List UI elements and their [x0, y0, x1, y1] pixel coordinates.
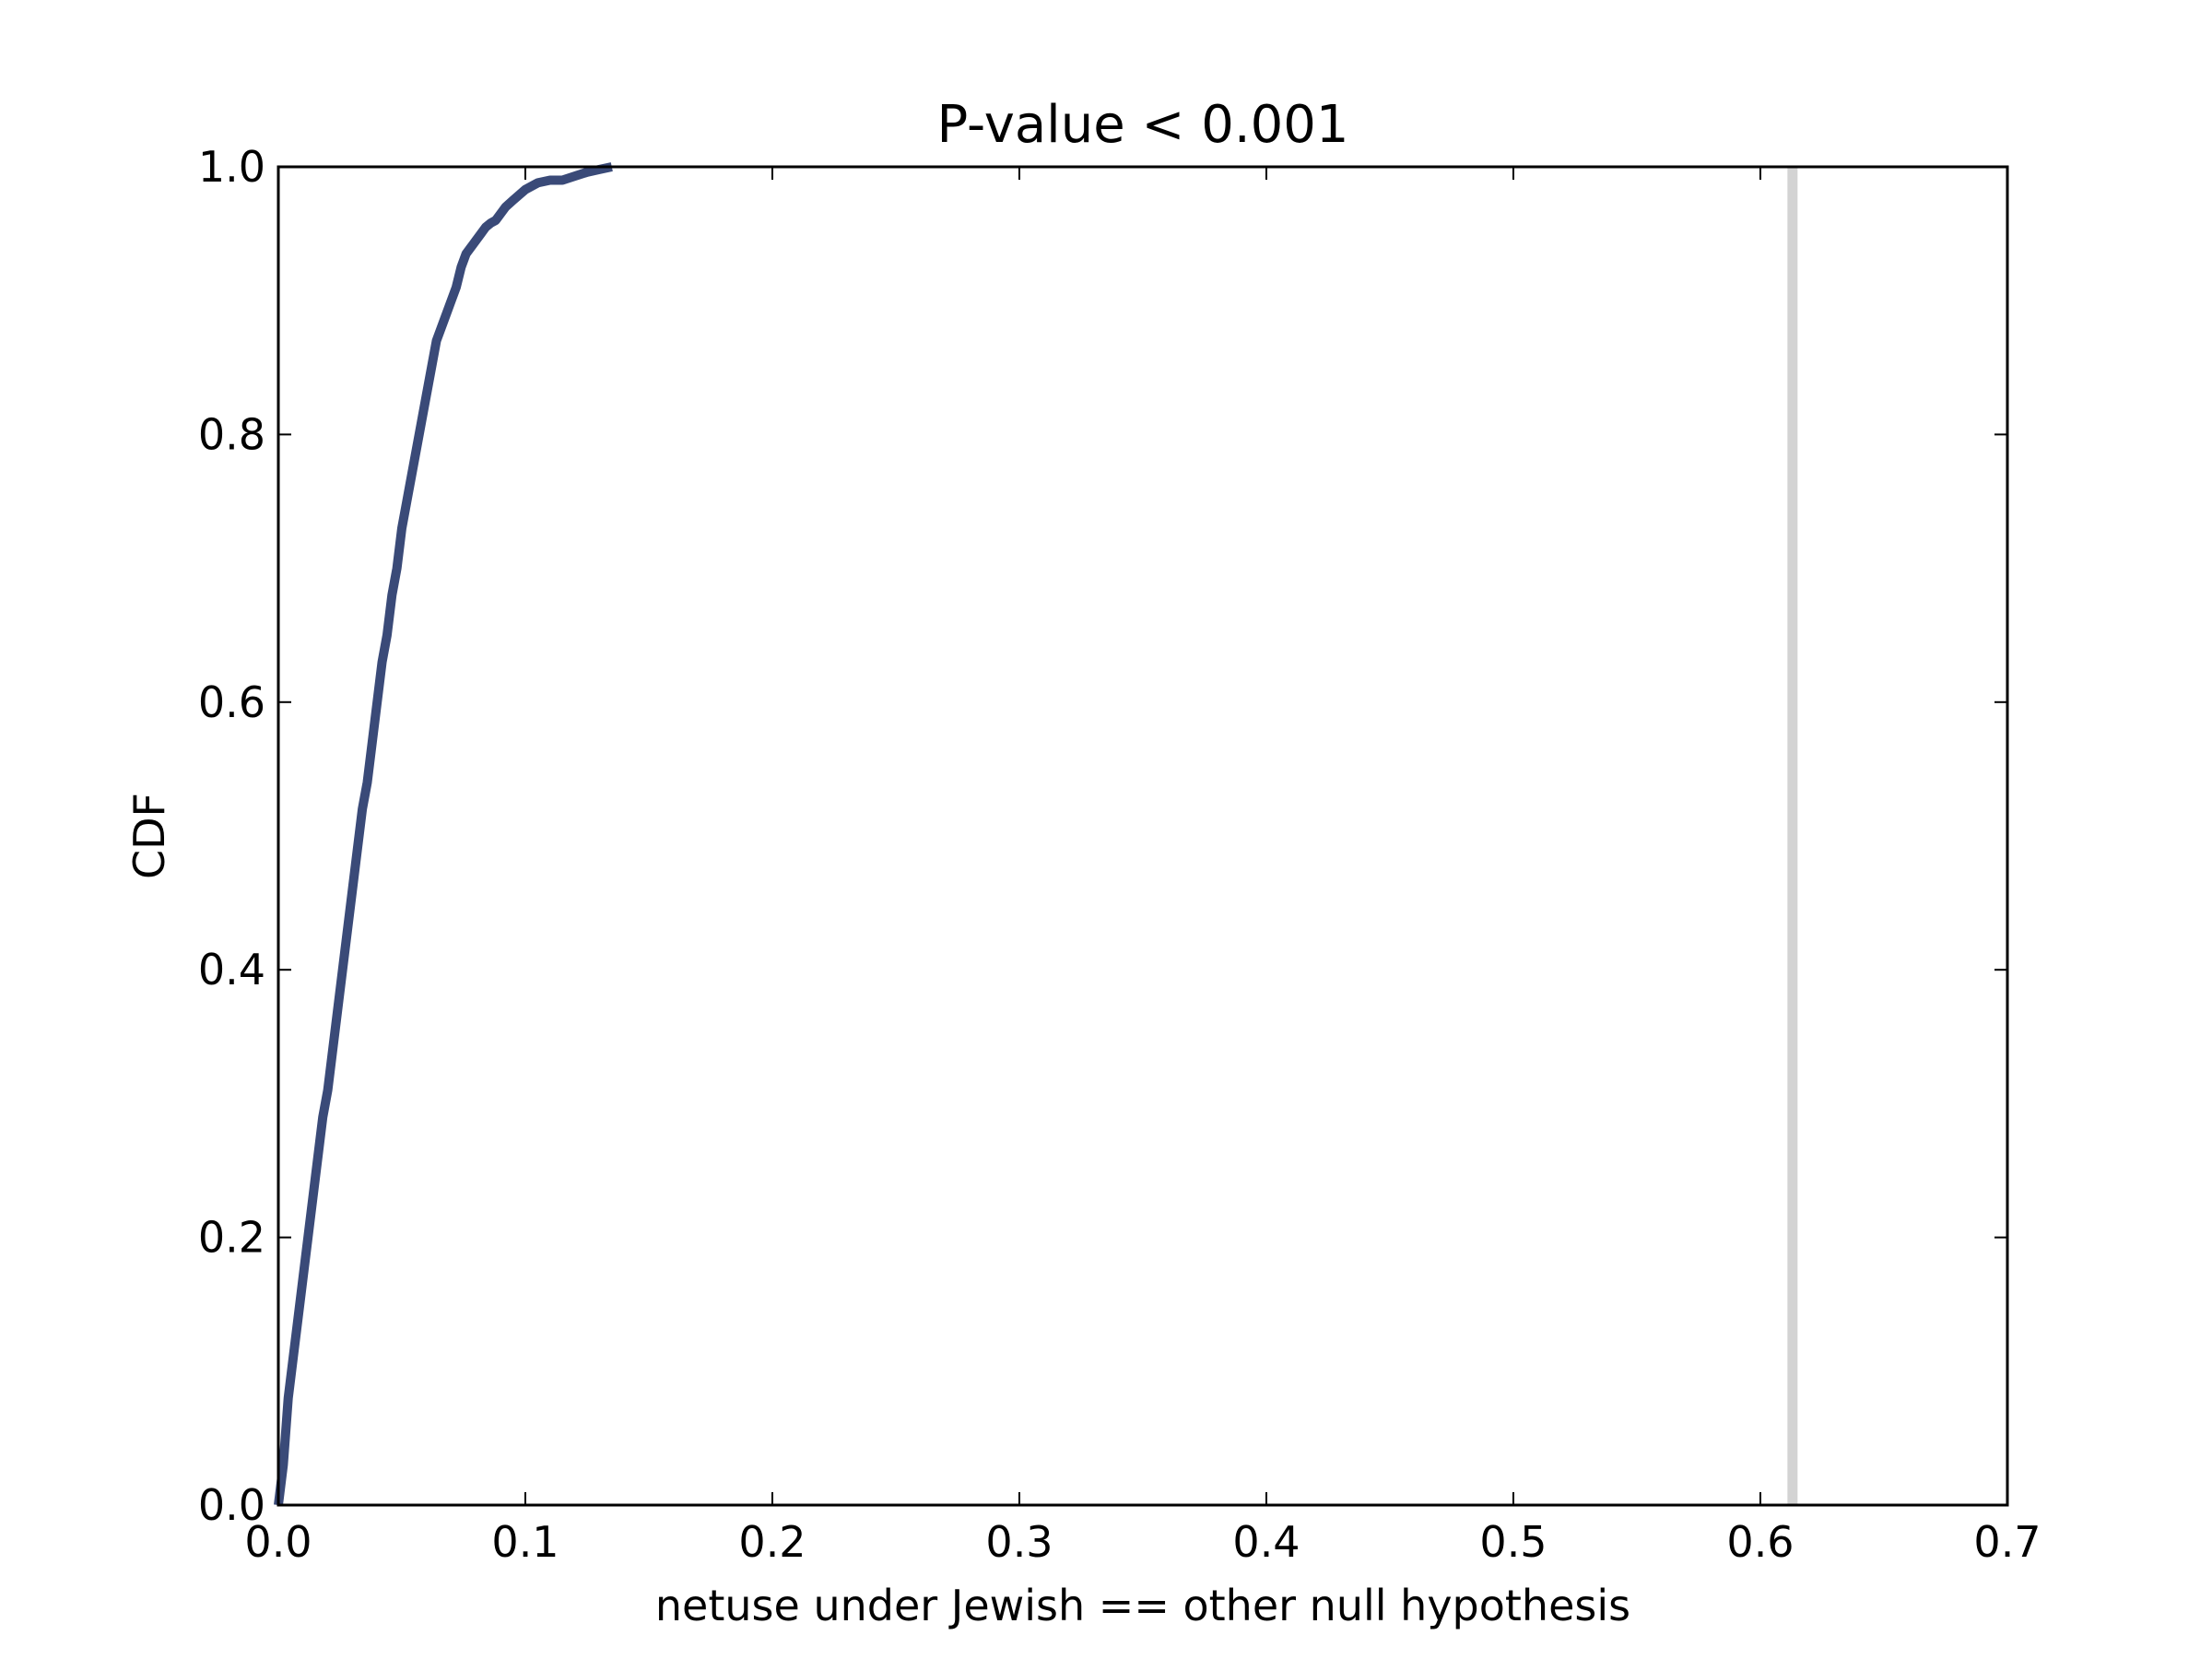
x-tick-label: 0.6: [1726, 1517, 1794, 1567]
axes-frame: [276, 165, 2009, 1507]
plot-marks: [274, 162, 1798, 1506]
y-tick-label: 1.0: [198, 142, 265, 192]
x-tick-label: 0.7: [1973, 1517, 2041, 1567]
x-tick-label: 0.0: [244, 1517, 312, 1567]
x-tick-label: 0.2: [738, 1517, 806, 1567]
x-tick-label: 0.1: [491, 1517, 559, 1567]
y-axis-label: CDF: [124, 793, 174, 879]
x-tick-label: 0.5: [1479, 1517, 1547, 1567]
axis-ticks: 0.0 0.1 0.2 0.3 0.4 0.5 0.6 0.7 0.0 0.2 0.4 0.6 0.8 1…: [198, 142, 2041, 1567]
y-tick-label: 0.4: [198, 945, 265, 994]
x-tick-label: 0.3: [985, 1517, 1053, 1567]
y-tick-label: 0.8: [198, 409, 265, 459]
x-tick-label: 0.4: [1232, 1517, 1300, 1567]
cdf-series-line: [274, 162, 613, 1506]
y-tick-label: 0.6: [198, 677, 265, 727]
x-axis-label: netuse under Jewish == other null hypoth…: [655, 1581, 1630, 1630]
chart-title: P-value < 0.001: [936, 95, 1348, 155]
y-tick-label: 0.2: [198, 1213, 265, 1263]
y-tick-label: 0.0: [198, 1480, 265, 1530]
